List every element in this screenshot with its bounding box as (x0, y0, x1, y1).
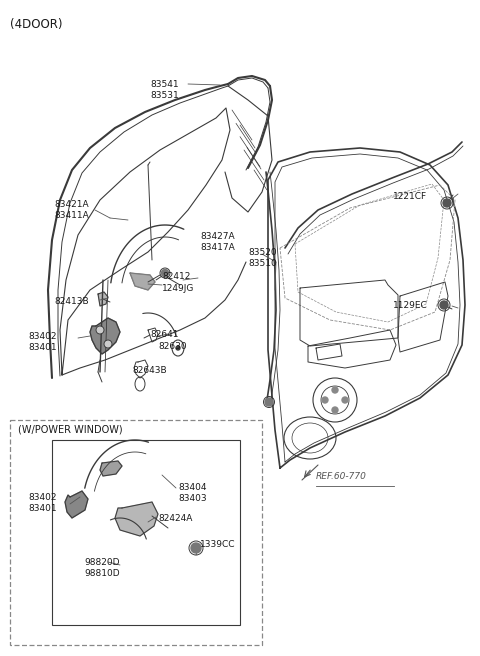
Circle shape (342, 397, 348, 403)
Circle shape (332, 407, 338, 413)
Text: 1339CC: 1339CC (200, 540, 236, 549)
Circle shape (105, 341, 111, 347)
Circle shape (265, 398, 273, 406)
Polygon shape (90, 318, 120, 354)
Circle shape (332, 387, 338, 393)
Polygon shape (65, 491, 88, 518)
Text: 83402
83401: 83402 83401 (28, 493, 57, 513)
Text: (4DOOR): (4DOOR) (10, 18, 62, 31)
Circle shape (443, 199, 451, 207)
Circle shape (191, 543, 201, 553)
Text: (W/POWER WINDOW): (W/POWER WINDOW) (18, 425, 122, 435)
Polygon shape (130, 273, 155, 290)
Text: 1129EC: 1129EC (393, 301, 428, 310)
Circle shape (440, 301, 448, 309)
Circle shape (161, 270, 168, 276)
Text: 82630: 82630 (158, 342, 187, 351)
Circle shape (176, 346, 180, 350)
Text: 83402
83401: 83402 83401 (28, 332, 57, 352)
Text: 82412: 82412 (162, 272, 191, 281)
Text: REF.60-770: REF.60-770 (316, 472, 367, 481)
Text: 83404
83403: 83404 83403 (178, 483, 206, 503)
Text: 98820D
98810D: 98820D 98810D (84, 558, 120, 578)
Polygon shape (98, 292, 108, 306)
Polygon shape (100, 461, 122, 476)
Polygon shape (115, 502, 158, 536)
Circle shape (97, 327, 103, 333)
Text: 1221CF: 1221CF (393, 192, 427, 201)
Text: 82424A: 82424A (158, 514, 192, 523)
Text: 83541
83531: 83541 83531 (150, 80, 179, 100)
Text: 83520
83510: 83520 83510 (248, 248, 277, 268)
Text: 82413B: 82413B (54, 297, 89, 306)
Text: 1249JG: 1249JG (162, 284, 194, 293)
Text: 82643B: 82643B (132, 366, 167, 375)
Text: 83421A
83411A: 83421A 83411A (54, 200, 89, 220)
Text: 83427A
83417A: 83427A 83417A (200, 232, 235, 252)
Circle shape (322, 397, 328, 403)
Text: 82641: 82641 (150, 330, 179, 339)
